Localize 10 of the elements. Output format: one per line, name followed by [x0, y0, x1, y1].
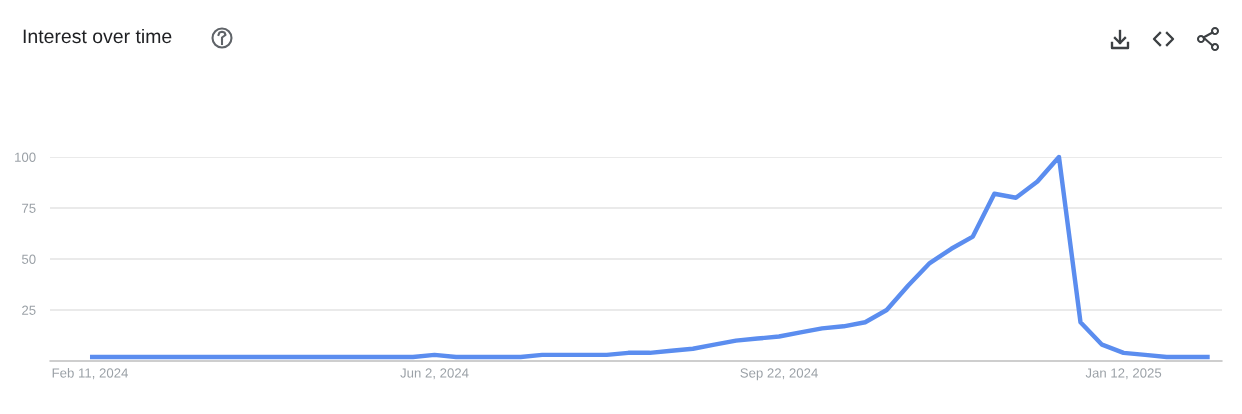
- y-tick-label: 75: [22, 203, 36, 213]
- x-tick-label: Jun 2, 2024: [400, 368, 469, 380]
- x-tick-label: Sep 22, 2024: [740, 368, 818, 381]
- line-series: [87, 154, 1212, 360]
- y-tick-label: 50: [21, 254, 36, 264]
- chart-title: Interest over time: [23, 28, 172, 44]
- y-tick-label: 100: [15, 152, 36, 162]
- x-tick-label: Jan 12, 2025: [1085, 368, 1162, 380]
- y-tick-label: 25: [22, 305, 36, 315]
- x-tick-label: Feb 11, 2024: [52, 367, 128, 380]
